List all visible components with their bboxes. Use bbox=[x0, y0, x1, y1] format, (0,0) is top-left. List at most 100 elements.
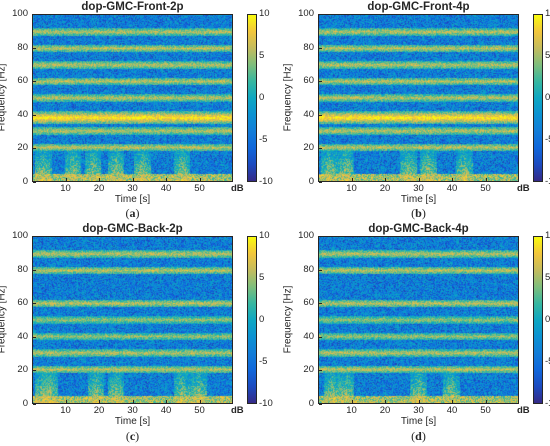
colorbar bbox=[533, 236, 543, 404]
x-axis-label: Time [s] bbox=[400, 416, 437, 427]
x-tick-label: 50 bbox=[480, 405, 491, 416]
y-tick-label: 0 bbox=[308, 398, 314, 409]
y-tick-label: 60 bbox=[303, 297, 314, 309]
heatmap-plot bbox=[32, 14, 233, 182]
y-tick-mark bbox=[319, 270, 322, 271]
y-tick-mark bbox=[33, 115, 36, 116]
y-tick-label: 40 bbox=[303, 108, 314, 120]
y-tick-mark bbox=[319, 148, 322, 149]
y-tick-label: 100 bbox=[298, 230, 314, 241]
colorbar-tick-label: 10 bbox=[545, 8, 550, 19]
colorbar-tick-label: 0 bbox=[545, 314, 550, 325]
x-tick-label: 10 bbox=[346, 405, 357, 416]
panel-caption: (c) bbox=[125, 429, 140, 443]
colorbar-tick-label: 10 bbox=[545, 230, 550, 241]
y-tick-mark bbox=[33, 182, 36, 183]
x-tick-mark bbox=[133, 400, 134, 403]
panel-letter: b bbox=[415, 206, 422, 220]
x-tick-mark bbox=[99, 400, 100, 403]
x-tick-label: 40 bbox=[160, 405, 172, 416]
y-tick-label: 80 bbox=[303, 263, 314, 275]
x-tick-label: 20 bbox=[379, 183, 391, 194]
x-tick-mark bbox=[99, 178, 100, 181]
panel-title: dop-GMC-Front-4p bbox=[367, 1, 470, 13]
y-tick-mark bbox=[319, 81, 322, 82]
colorbar bbox=[533, 14, 543, 182]
x-axis-label: Time [s] bbox=[114, 194, 151, 205]
colorbar-tick-label: -10 bbox=[259, 176, 273, 187]
y-axis-label: Frequency [Hz] bbox=[0, 285, 8, 354]
heatmap-plot bbox=[318, 236, 519, 404]
y-tick-mark bbox=[319, 236, 322, 237]
y-tick-mark bbox=[319, 115, 322, 116]
y-tick-label: 40 bbox=[17, 330, 28, 342]
y-tick-label: 40 bbox=[303, 330, 314, 342]
x-tick-label: 30 bbox=[413, 183, 424, 194]
y-tick-mark bbox=[319, 14, 322, 15]
y-tick-label: 20 bbox=[17, 364, 28, 376]
x-tick-label: 30 bbox=[413, 405, 424, 416]
x-tick-mark bbox=[419, 400, 420, 403]
y-tick-label: 20 bbox=[303, 142, 314, 154]
x-tick-mark bbox=[452, 178, 453, 181]
colorbar-tick-label: 5 bbox=[545, 50, 550, 61]
y-axis-label: Frequency [Hz] bbox=[282, 285, 294, 354]
y-tick-label: 20 bbox=[17, 142, 28, 154]
colorbar-unit-label: dB bbox=[231, 183, 244, 194]
y-tick-mark bbox=[33, 370, 36, 371]
y-tick-mark bbox=[319, 404, 322, 405]
panel-caption: (a) bbox=[125, 206, 140, 220]
x-tick-label: 20 bbox=[379, 405, 391, 416]
colorbar-tick-label: -5 bbox=[545, 134, 550, 145]
panel-title: dop-GMC-Front-2p bbox=[81, 1, 184, 13]
panel-caption: (b) bbox=[411, 206, 426, 220]
colorbar-unit-label: dB bbox=[517, 183, 530, 194]
x-axis-label: Time [s] bbox=[114, 416, 151, 427]
panel-letter: c bbox=[129, 429, 136, 443]
colorbar-tick-label: -10 bbox=[259, 398, 273, 409]
x-tick-mark bbox=[66, 178, 67, 181]
panel-letter: a bbox=[129, 206, 136, 220]
y-tick-mark bbox=[33, 337, 36, 338]
y-tick-mark bbox=[319, 182, 322, 183]
colorbar-tick-label: 10 bbox=[259, 230, 270, 241]
colorbar-unit-label: dB bbox=[517, 405, 530, 416]
colorbar-unit-label: dB bbox=[231, 405, 244, 416]
colorbar-tick-label: -5 bbox=[259, 134, 268, 145]
y-tick-label: 60 bbox=[303, 75, 314, 87]
x-tick-mark bbox=[66, 400, 67, 403]
y-tick-mark bbox=[319, 48, 322, 49]
colorbar-tick-label: -10 bbox=[545, 176, 550, 187]
colorbar-tick-label: 0 bbox=[545, 92, 550, 103]
y-tick-mark bbox=[33, 404, 36, 405]
x-tick-mark bbox=[452, 400, 453, 403]
y-tick-mark bbox=[33, 303, 36, 304]
colorbar-tick-label: 5 bbox=[545, 272, 550, 283]
x-tick-mark bbox=[486, 400, 487, 403]
colorbar-tick-label: 10 bbox=[259, 8, 270, 19]
x-tick-label: 40 bbox=[446, 405, 458, 416]
panel-caption: (d) bbox=[411, 429, 426, 443]
y-tick-mark bbox=[33, 236, 36, 237]
x-tick-label: 10 bbox=[60, 405, 71, 416]
colorbar-tick-label: -10 bbox=[545, 398, 550, 409]
colorbar-tick-label: 0 bbox=[259, 92, 265, 103]
x-tick-label: 30 bbox=[127, 405, 138, 416]
y-tick-label: 0 bbox=[22, 176, 28, 187]
x-tick-label: 10 bbox=[346, 183, 357, 194]
x-tick-label: 20 bbox=[93, 183, 105, 194]
heatmap-plot bbox=[318, 14, 519, 182]
y-axis-label: Frequency [Hz] bbox=[0, 63, 8, 132]
heatmap-plot bbox=[32, 236, 233, 404]
x-tick-label: 10 bbox=[60, 183, 71, 194]
x-tick-mark bbox=[385, 400, 386, 403]
y-tick-mark bbox=[319, 370, 322, 371]
panel-title: dop-GMC-Back-2p bbox=[82, 223, 183, 235]
y-tick-mark bbox=[33, 14, 36, 15]
x-tick-label: 50 bbox=[194, 183, 205, 194]
heatmap-canvas bbox=[319, 15, 518, 181]
y-tick-label: 100 bbox=[12, 230, 28, 241]
y-tick-label: 20 bbox=[303, 364, 314, 376]
colorbar-tick-label: -5 bbox=[259, 356, 268, 367]
y-tick-label: 40 bbox=[17, 108, 28, 120]
